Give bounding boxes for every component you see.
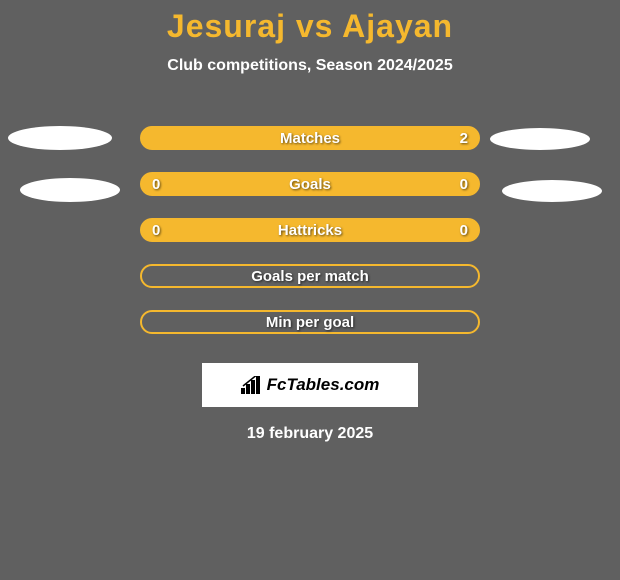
stat-bar-goals-per-match: Goals per match xyxy=(140,264,480,288)
stat-bar-goals: 0 Goals 0 xyxy=(140,172,480,196)
stats-wrapper: Matches 2 0 Goals 0 0 Hattricks 0 Goals … xyxy=(0,115,620,345)
stat-row-goals: 0 Goals 0 xyxy=(0,161,620,207)
stat-right-value: 0 xyxy=(460,222,468,239)
stat-label: Min per goal xyxy=(266,314,354,331)
stat-bar-hattricks: 0 Hattricks 0 xyxy=(140,218,480,242)
stat-bar-matches: Matches 2 xyxy=(140,126,480,150)
stat-label: Goals xyxy=(289,176,331,193)
logo-box: FcTables.com xyxy=(202,363,418,407)
stat-left-value: 0 xyxy=(152,222,160,239)
stat-right-value: 0 xyxy=(460,176,468,193)
chart-icon xyxy=(241,376,263,394)
stat-row-hattricks: 0 Hattricks 0 xyxy=(0,207,620,253)
main-container: Jesuraj vs Ajayan Club competitions, Sea… xyxy=(0,0,620,443)
logo-text: FcTables.com xyxy=(267,375,380,395)
stat-label: Goals per match xyxy=(251,268,369,285)
stat-row-min-per-goal: Min per goal xyxy=(0,299,620,345)
stat-row-matches: Matches 2 xyxy=(0,115,620,161)
logo-content: FcTables.com xyxy=(241,375,380,395)
page-title: Jesuraj vs Ajayan xyxy=(0,8,620,45)
stat-label: Hattricks xyxy=(278,222,342,239)
stat-right-value: 2 xyxy=(460,130,468,147)
stat-left-value: 0 xyxy=(152,176,160,193)
page-subtitle: Club competitions, Season 2024/2025 xyxy=(0,57,620,75)
stat-bar-min-per-goal: Min per goal xyxy=(140,310,480,334)
date-text: 19 february 2025 xyxy=(0,425,620,443)
stat-label: Matches xyxy=(280,130,340,147)
stat-row-goals-per-match: Goals per match xyxy=(0,253,620,299)
